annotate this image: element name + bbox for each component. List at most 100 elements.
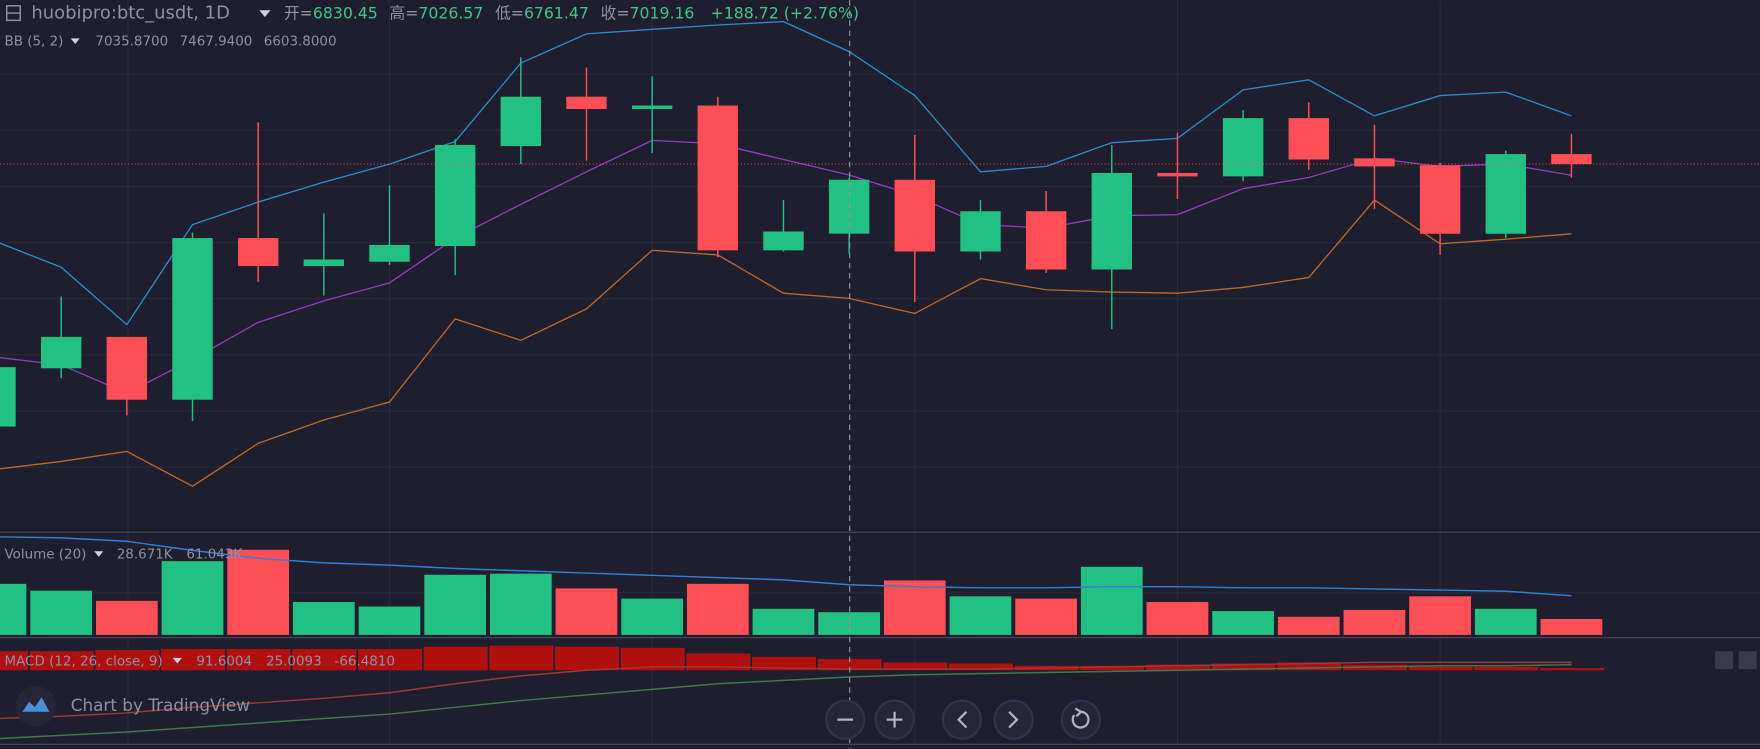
volume-bar — [1014, 597, 1079, 637]
macd-histogram-bar — [226, 648, 291, 671]
macd-histogram-bar — [1146, 664, 1210, 671]
dropdown-arrow[interactable] — [70, 38, 80, 44]
dropdown-arrow[interactable] — [172, 657, 182, 664]
macd-histogram-bar — [1211, 663, 1276, 671]
macd-histogram-bar — [95, 650, 160, 671]
macd-histogram-bar — [620, 647, 685, 671]
macd-legend: MACD (12, 26, close, 9) 91.6004 25.0093 … — [4, 651, 1757, 670]
volume-bar — [423, 573, 488, 637]
volume-bar — [1408, 595, 1473, 637]
candle-body — [1354, 158, 1395, 167]
candle-body — [500, 96, 542, 147]
volume-ma-value: 61.043K — [186, 548, 243, 563]
volume-bar — [94, 599, 159, 637]
volume-bar — [1276, 615, 1341, 637]
macd-value: 25.0093 — [266, 654, 322, 669]
macd-histogram-bar — [1408, 666, 1473, 671]
candle-body — [631, 105, 673, 109]
volume-ma-line — [0, 536, 1572, 597]
bb-value: 6603.8000 — [264, 35, 337, 50]
candle-body — [106, 336, 148, 400]
bb-value: 7035.8700 — [95, 35, 168, 50]
ohlc-label: 低= — [495, 3, 524, 22]
macd-histogram-bar — [752, 656, 817, 671]
ohlc-value: 7019.16 — [629, 3, 694, 22]
volume-bar — [554, 587, 619, 637]
branding-text[interactable]: Chart by TradingView — [71, 695, 250, 715]
candle-body — [566, 96, 607, 109]
macd-value: -66.4810 — [334, 654, 394, 669]
scroll-left-icon — [956, 711, 968, 729]
volume-bar — [29, 589, 94, 637]
candle-body — [697, 105, 739, 251]
volume-bar — [357, 605, 422, 637]
scroll-right-button[interactable] — [993, 699, 1034, 740]
macd-line — [0, 663, 1572, 740]
macd-histogram-bar — [0, 651, 29, 671]
bb-value: 7467.9400 — [180, 35, 253, 50]
volume-bar — [882, 579, 947, 637]
candle-body — [434, 144, 476, 247]
candle-body — [369, 244, 410, 262]
candle-body — [1222, 118, 1264, 177]
ohlc-legend: 开=6830.45 高=7026.57 低=6761.47 收=7019.16 … — [284, 3, 859, 22]
macd-histogram-bar — [555, 646, 620, 671]
scroll-left-button[interactable] — [941, 699, 983, 740]
dropdown-arrow[interactable] — [259, 10, 271, 17]
branding: Chart by TradingView — [15, 685, 250, 727]
volume-bar — [1145, 600, 1210, 637]
bollinger-line — [0, 139, 1572, 394]
logo-icon — [22, 697, 50, 712]
change: +188.72 (+2.76%) — [711, 3, 859, 22]
ohlc-value: 6830.45 — [313, 3, 378, 22]
macd-histogram-bar — [292, 648, 357, 671]
volume-bar — [1342, 608, 1407, 637]
macd-histogram-bar — [1277, 662, 1342, 671]
volume-bar — [1079, 565, 1144, 637]
candle-body — [894, 179, 935, 252]
volume-name: Volume (20) — [4, 548, 86, 563]
volume-bar — [1211, 609, 1276, 637]
volume-bar — [1473, 607, 1538, 637]
volume-bar — [685, 582, 750, 637]
macd-histogram-bar — [489, 645, 554, 671]
macd-histogram-bar — [1540, 668, 1604, 671]
volume-bar — [751, 607, 816, 637]
volume-bar — [291, 600, 356, 637]
macd-line — [0, 661, 1572, 720]
candle-body — [172, 238, 213, 400]
volume-bar — [1539, 617, 1604, 637]
candle-body — [40, 336, 82, 369]
macd-histogram-bar — [161, 648, 226, 671]
bollinger-line — [0, 199, 1572, 488]
volume-bar — [620, 597, 685, 637]
candle-body — [0, 367, 16, 427]
candle-body — [1025, 211, 1067, 270]
dropdown-arrow[interactable] — [94, 551, 104, 557]
candle-body — [1419, 165, 1461, 234]
candle-body — [303, 259, 345, 267]
candle-body — [1288, 118, 1329, 160]
reset-icon — [1071, 710, 1090, 729]
pane-maximize-button[interactable] — [1738, 651, 1757, 670]
macd-histogram-bar — [358, 648, 423, 671]
volume-bar — [488, 572, 553, 637]
reset-button[interactable] — [1060, 699, 1102, 740]
macd-histogram-bar — [686, 653, 751, 671]
macd-histogram-bar — [949, 663, 1014, 671]
macd-histogram-bar — [883, 662, 948, 671]
macd-histogram-bar — [29, 651, 94, 671]
candle-body — [960, 211, 1001, 252]
candle-body — [1091, 172, 1132, 270]
marks — [0, 20, 1760, 740]
macd-histogram-bar — [817, 659, 882, 671]
toolbar — [825, 699, 1102, 740]
ohlc-label: 高= — [390, 3, 419, 22]
ohlc-label: 开= — [284, 3, 313, 22]
ohlc-value: 7026.57 — [418, 3, 483, 22]
pane-up-button[interactable] — [1715, 651, 1734, 670]
candle-body — [1485, 154, 1526, 234]
